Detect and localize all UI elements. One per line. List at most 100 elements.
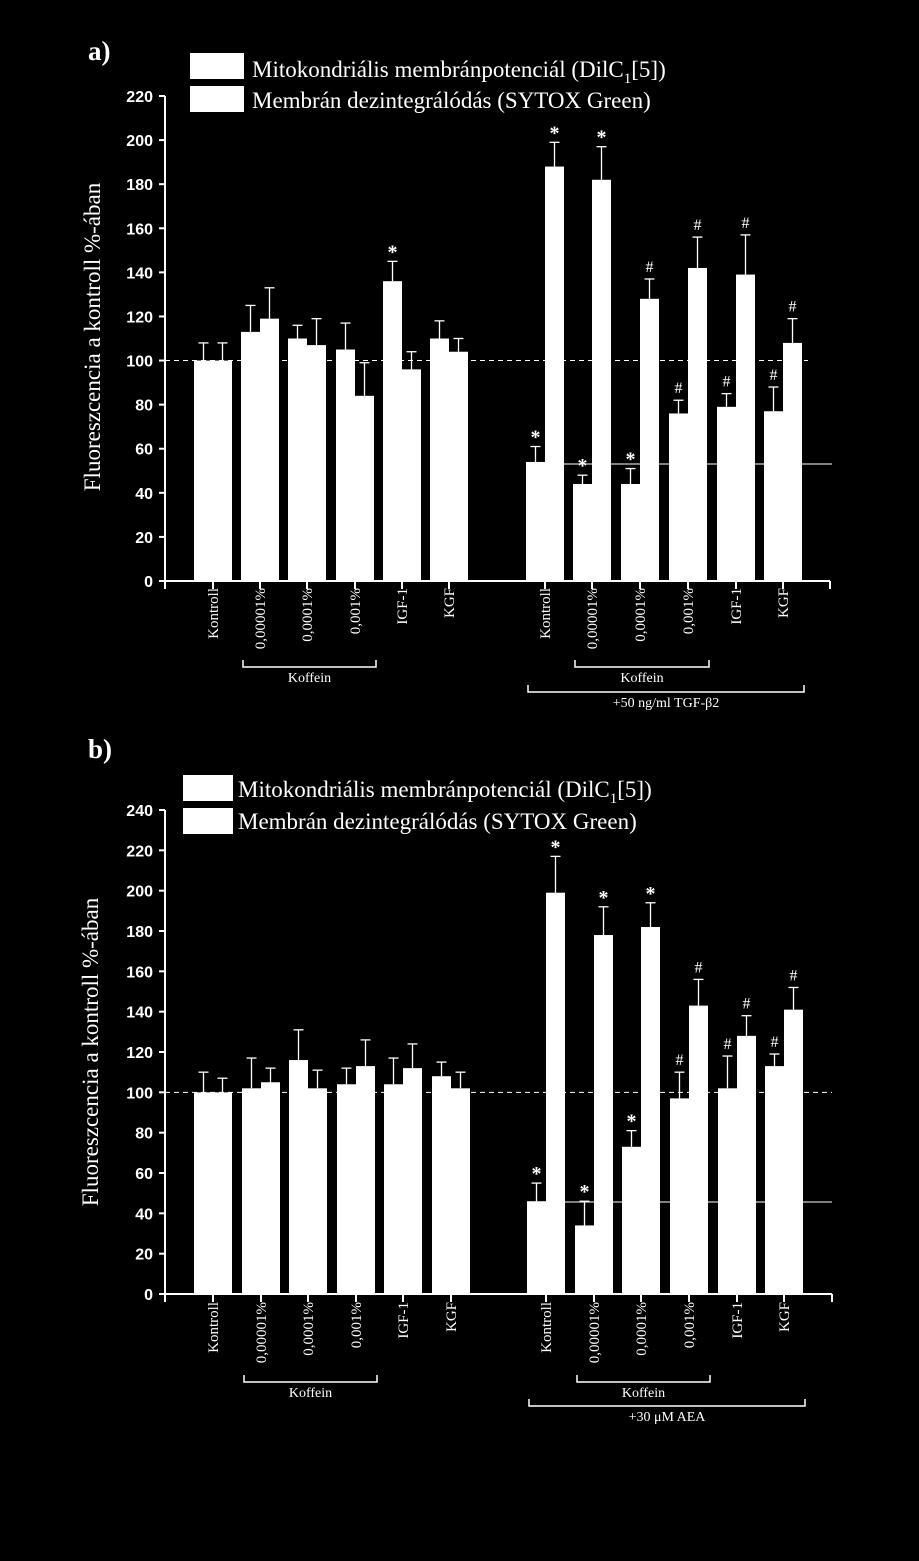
group-bracket bbox=[243, 1375, 378, 1383]
y-tick-label: 100 bbox=[126, 354, 153, 371]
legend-label-membrane: Membrán dezintegrálódás (SYTOX Green) bbox=[238, 809, 637, 834]
x-tick-label: IGF-1 bbox=[395, 588, 411, 625]
significance-mark: * bbox=[646, 883, 656, 905]
y-tick-label: 180 bbox=[126, 177, 153, 194]
bar bbox=[526, 461, 545, 581]
bar bbox=[194, 1092, 213, 1294]
bar bbox=[736, 274, 755, 581]
y-tick-label: 40 bbox=[135, 1206, 153, 1223]
y-axis-label: Fluoreszcencia a kontroll %-ában bbox=[80, 182, 105, 491]
y-tick-label: 240 bbox=[126, 803, 153, 820]
significance-mark: # bbox=[789, 299, 797, 316]
bar bbox=[355, 395, 374, 581]
significance-mark: # bbox=[742, 215, 750, 232]
x-tick-label: 0,001% bbox=[348, 588, 364, 634]
bar bbox=[575, 1225, 594, 1294]
bar bbox=[213, 1092, 232, 1294]
bar bbox=[383, 281, 402, 581]
x-tick-label: 0,0001% bbox=[300, 588, 316, 642]
y-tick-label: 200 bbox=[126, 884, 153, 901]
bar bbox=[717, 406, 736, 581]
bar bbox=[289, 1060, 308, 1294]
significance-mark: # bbox=[770, 367, 778, 384]
legend-label-mitochondrial: Mitokondriális membránpotenciál (DilC1[5… bbox=[252, 57, 666, 87]
bar bbox=[688, 267, 707, 581]
bar bbox=[308, 1088, 327, 1294]
chart-panel-b: b) Mitokondriális membránpotenciál (DilC… bbox=[78, 734, 833, 1425]
y-tick-label: 80 bbox=[135, 1126, 153, 1143]
bar bbox=[307, 345, 326, 581]
significance-mark: * bbox=[597, 127, 607, 149]
bar bbox=[356, 1066, 375, 1294]
y-tick-label: 20 bbox=[135, 530, 153, 547]
group-label: Koffein bbox=[622, 1386, 665, 1401]
bar bbox=[451, 1088, 470, 1294]
significance-mark: * bbox=[599, 887, 609, 909]
bar bbox=[430, 338, 449, 581]
significance-mark: * bbox=[550, 122, 560, 144]
bar bbox=[336, 349, 355, 581]
y-tick-label: 60 bbox=[135, 442, 153, 459]
plot-area: * * * * # # # * * # # # #0 20 40 60 80 100 120 140 160 180 200… bbox=[126, 89, 832, 711]
x-tick-label: KGF bbox=[776, 588, 792, 618]
y-tick-label: 160 bbox=[126, 221, 153, 238]
x-tick-label: Kontroll bbox=[206, 1302, 222, 1353]
y-axis-label: Fluoreszcencia a kontroll %-ában bbox=[78, 897, 103, 1206]
significance-mark: # bbox=[675, 380, 683, 397]
y-tick-label: 220 bbox=[126, 89, 153, 106]
bar bbox=[640, 298, 659, 581]
bar bbox=[432, 1076, 451, 1294]
y-tick-label: 180 bbox=[126, 924, 153, 941]
group-label: Koffein bbox=[288, 671, 331, 686]
x-tick-label: KGF bbox=[442, 588, 458, 618]
legend: Mitokondriális membránpotenciál (DilC1[5… bbox=[190, 53, 666, 113]
y-tick-label: 220 bbox=[126, 843, 153, 860]
x-tick-label: 0,00001% bbox=[253, 588, 269, 649]
x-tick-label: Kontroll bbox=[539, 1302, 555, 1353]
group-label: +50 ng/ml TGF-β2 bbox=[613, 696, 720, 711]
significance-mark: * bbox=[531, 427, 541, 449]
significance-mark: # bbox=[724, 1036, 732, 1053]
x-tick-label: IGF-1 bbox=[729, 588, 745, 625]
bar bbox=[194, 360, 213, 581]
y-tick-label: 100 bbox=[126, 1085, 153, 1102]
significance-mark: # bbox=[790, 967, 798, 984]
significance-mark: * bbox=[532, 1163, 542, 1185]
significance-mark: # bbox=[646, 259, 654, 276]
bar bbox=[718, 1088, 737, 1294]
significance-mark: # bbox=[743, 996, 751, 1013]
significance-mark: # bbox=[694, 217, 702, 234]
x-tick-label: KGF bbox=[777, 1302, 793, 1332]
legend-label-mitochondrial: Mitokondriális membránpotenciál (DilC1[5… bbox=[238, 777, 652, 807]
y-tick-label: 0 bbox=[144, 574, 153, 591]
legend: Mitokondriális membránpotenciál (DilC1[5… bbox=[183, 775, 652, 834]
x-tick-label: Kontroll bbox=[206, 588, 222, 639]
x-tick-label: 0,00001% bbox=[254, 1302, 270, 1363]
bar bbox=[621, 484, 640, 581]
x-tick-label: IGF-1 bbox=[396, 1302, 412, 1339]
bar bbox=[527, 1201, 546, 1294]
y-tick-label: 140 bbox=[126, 265, 153, 282]
panel-label: a) bbox=[88, 36, 111, 66]
significance-mark: # bbox=[723, 374, 731, 391]
significance-mark: * bbox=[551, 836, 561, 858]
bar bbox=[449, 351, 468, 581]
legend-swatch-mitochondrial bbox=[190, 53, 244, 79]
y-tick-label: 120 bbox=[126, 1045, 153, 1062]
bar bbox=[764, 411, 783, 581]
x-tick-label: KGF bbox=[444, 1302, 460, 1332]
group-bracket bbox=[528, 1399, 806, 1407]
x-tick-label: 0,001% bbox=[682, 1302, 698, 1348]
bar bbox=[260, 318, 279, 581]
bar bbox=[337, 1084, 356, 1294]
bar bbox=[573, 484, 592, 581]
bar bbox=[670, 1098, 689, 1294]
y-tick-label: 80 bbox=[135, 398, 153, 415]
y-tick-label: 40 bbox=[135, 486, 153, 503]
group-label: +30 μM AEA bbox=[629, 1410, 707, 1425]
bar bbox=[765, 1066, 784, 1294]
group-label: Koffein bbox=[289, 1386, 332, 1401]
panel-label: b) bbox=[88, 734, 112, 764]
legend-swatch-membrane bbox=[183, 808, 233, 834]
